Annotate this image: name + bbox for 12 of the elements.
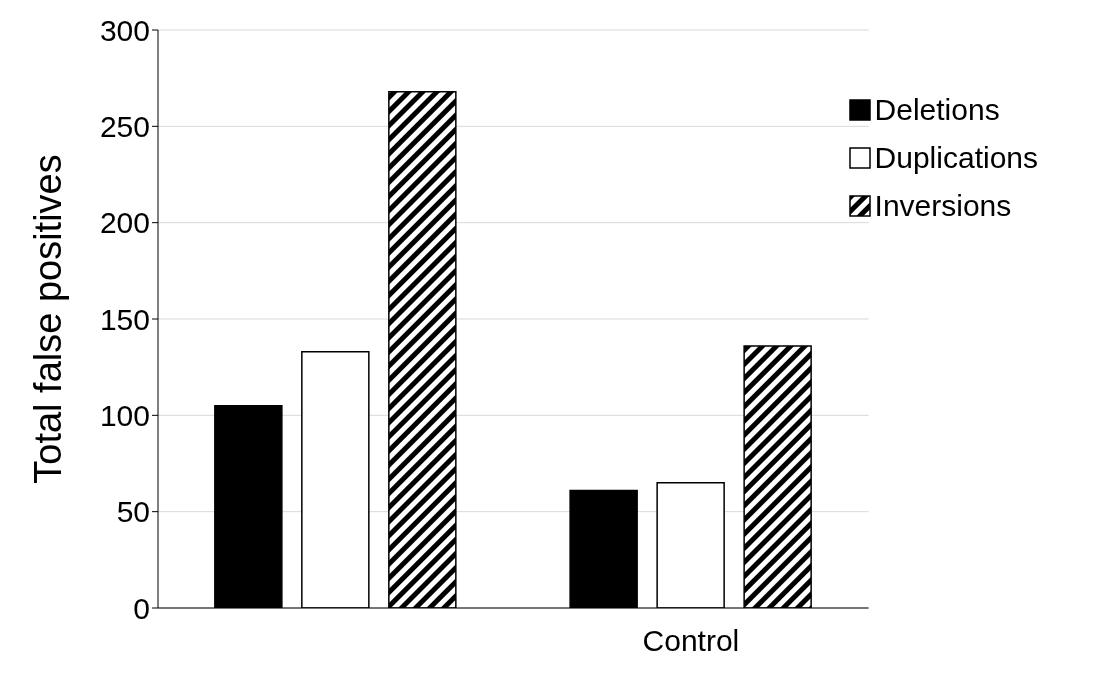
legend-label: Inversions xyxy=(874,189,1012,223)
y-tick-label: 150 xyxy=(99,302,150,336)
y-tick-label: 50 xyxy=(116,495,150,529)
y-tick-label: 300 xyxy=(99,13,150,47)
y-tick-label: 200 xyxy=(99,206,150,240)
y-axis-title: Total false positives xyxy=(27,154,70,484)
y-tick-label: 250 xyxy=(99,109,150,143)
legend-label: Deletions xyxy=(874,93,1000,127)
legend-label: Duplications xyxy=(874,141,1038,175)
y-tick-label: 0 xyxy=(133,591,150,625)
x-tick-label: Control xyxy=(642,624,740,658)
y-tick-label: 100 xyxy=(99,398,150,432)
